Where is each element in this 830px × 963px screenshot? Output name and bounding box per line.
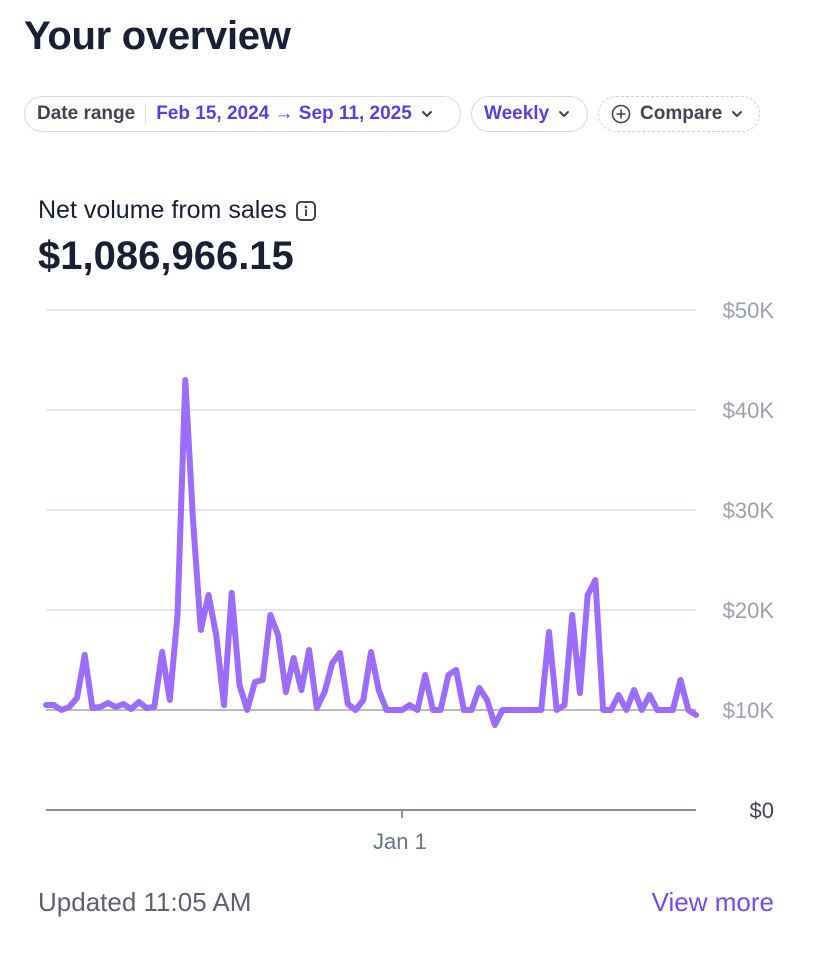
view-more-link[interactable]: View more [651, 887, 774, 917]
chevron-down-icon [421, 111, 432, 117]
y-axis-labels: $0 $10K $20K $30K $40K $50K [723, 298, 775, 823]
y-tick-label: $50K [723, 298, 775, 323]
metric-title: Net volume from sales [38, 196, 317, 225]
y-tick-label: $10K [723, 698, 775, 723]
chart-gridlines [46, 309, 696, 811]
net-volume-chart: $0 $10K $20K $30K $40K $50K Jan 1 [43, 298, 775, 854]
interval-filter[interactable]: Weekly [471, 96, 588, 132]
series-line [43, 377, 699, 728]
x-axis-labels: Jan 1 [373, 810, 427, 854]
date-range-label: Date range [37, 103, 136, 124]
x-tick-label: Jan 1 [373, 829, 427, 854]
plus-circle-icon [611, 104, 631, 124]
y-tick-label: $0 [750, 798, 774, 823]
y-tick-label: $20K [723, 598, 775, 623]
date-range-divider [145, 104, 147, 124]
updated-timestamp: Updated 11:05 AM [38, 887, 252, 917]
metric-label-text: Net volume from sales [38, 196, 287, 224]
y-tick-label: $40K [723, 398, 775, 423]
metric-value: $1,086,966.15 [38, 234, 294, 278]
info-icon[interactable] [295, 200, 317, 222]
chevron-down-icon [732, 111, 743, 117]
page-title: Your overview [24, 14, 291, 58]
y-tick-label: $30K [723, 498, 775, 523]
date-range-value: Feb 15, 2024 → Sep 11, 2025 [156, 103, 412, 124]
date-range-filter[interactable]: Date range Feb 15, 2024 → Sep 11, 2025 [24, 96, 461, 132]
compare-label: Compare [640, 103, 723, 124]
interval-value: Weekly [484, 103, 550, 124]
compare-button[interactable]: Compare [598, 96, 760, 132]
data-points [45, 379, 697, 726]
chevron-down-icon [559, 111, 570, 117]
